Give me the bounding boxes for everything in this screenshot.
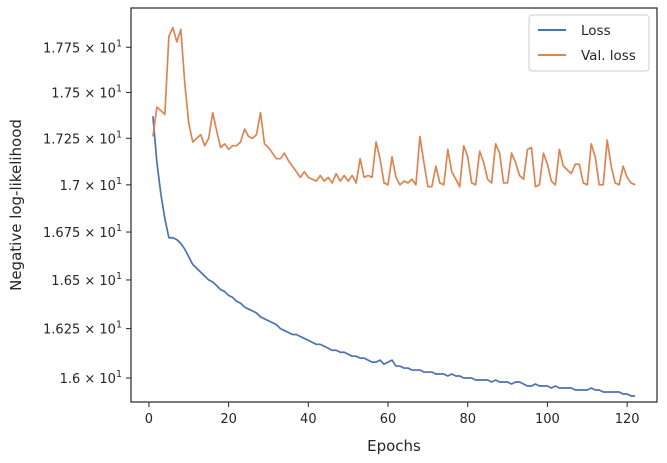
y-tick-label: 1.625 × 101	[43, 320, 122, 338]
plot-area	[130, 7, 658, 403]
x-tick-label: 20	[220, 412, 237, 427]
y-tick-label: 1.75 × 101	[51, 83, 122, 101]
x-tick-label: 60	[380, 412, 397, 427]
y-tick-label: 1.7 × 101	[60, 176, 122, 194]
x-tick-label: 40	[300, 412, 317, 427]
x-tick-label: 120	[615, 412, 640, 427]
legend-label-loss: Loss	[581, 23, 611, 39]
y-tick-label: 1.775 × 101	[43, 38, 122, 56]
series-layer	[152, 26, 636, 397]
legend-label-val-loss: Val. loss	[581, 48, 636, 64]
x-axis-label: Epochs	[367, 437, 421, 455]
y-axis-label: Negative log-likelihood	[7, 119, 25, 291]
y-tick-label: 1.675 × 101	[43, 223, 122, 241]
axes-frame	[130, 7, 658, 403]
x-tick-label: 80	[459, 412, 476, 427]
legend: Loss Val. loss	[528, 14, 650, 72]
axes-background	[131, 8, 657, 402]
x-tick-label: 0	[145, 412, 153, 427]
y-tick-label: 1.725 × 101	[43, 129, 122, 147]
y-tick-label: 1.6 × 101	[60, 369, 122, 387]
x-axis-ticks: 0 20 40 60 80 100 120	[145, 402, 640, 427]
x-tick-label: 100	[535, 412, 560, 427]
series-line-val-loss	[152, 26, 636, 188]
y-tick-label: 1.65 × 101	[51, 271, 122, 289]
y-axis-ticks: 1.6 × 101 1.625 × 101 1.65 × 101 1.675 × 10…	[43, 38, 131, 387]
series-line-loss	[152, 116, 636, 397]
